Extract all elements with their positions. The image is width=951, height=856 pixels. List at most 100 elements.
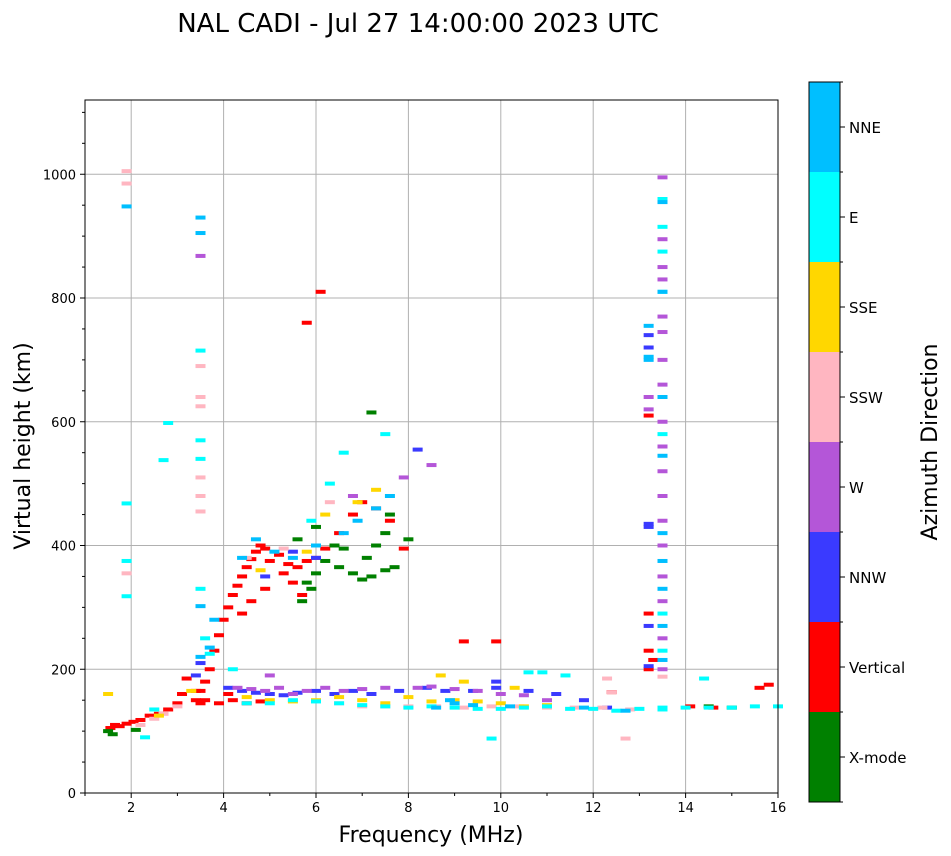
data-point-nne: [657, 395, 668, 399]
data-point-vertical: [287, 580, 298, 585]
colorbar-tick-label: E: [849, 209, 858, 227]
data-point-nnw: [643, 333, 654, 338]
data-point-e: [449, 705, 460, 710]
data-point-vertical: [458, 639, 469, 644]
chart-title: NAL CADI - Jul 27 14:00:00 2023 UTC: [177, 9, 659, 39]
data-point-e: [657, 197, 668, 201]
data-point-e: [657, 224, 668, 229]
data-point-e: [121, 501, 132, 506]
data-point-vertical: [172, 701, 183, 706]
data-point-e: [324, 481, 335, 486]
data-point-vertical: [292, 565, 303, 570]
x-tick-label: 16: [770, 801, 787, 816]
data-point-vertical: [320, 546, 331, 551]
data-point-vertical: [213, 633, 224, 638]
data-point-e: [287, 698, 298, 703]
data-point-sse: [186, 688, 197, 693]
data-point-e: [195, 586, 206, 591]
data-point-vertical: [255, 543, 266, 548]
data-point-vertical: [218, 617, 229, 622]
data-point-w: [657, 265, 668, 270]
data-point-nnw: [551, 692, 562, 696]
data-point-nne: [287, 555, 298, 560]
data-point-nne: [237, 555, 248, 560]
data-point-w: [657, 636, 668, 641]
data-point-nne: [338, 531, 349, 536]
data-point-x-mode: [130, 727, 141, 732]
colorbar-tick-label: NNE: [849, 119, 881, 137]
data-point-e: [657, 249, 668, 254]
data-point-sse: [509, 685, 520, 690]
data-point-vertical: [128, 719, 139, 724]
data-point-e: [149, 707, 160, 712]
x-tick-label: 6: [312, 801, 320, 816]
data-point-w: [657, 175, 668, 180]
data-point-nne: [657, 200, 668, 205]
data-point-vertical: [237, 574, 248, 579]
data-point-e: [726, 705, 737, 710]
data-point-w: [195, 253, 206, 258]
data-point-vertical: [264, 558, 275, 563]
data-point-vertical: [232, 583, 243, 588]
data-point-x-mode: [103, 729, 114, 734]
data-point-nnw: [491, 685, 502, 690]
data-point-e: [380, 432, 391, 437]
data-point-vertical: [754, 685, 765, 690]
data-point-sse: [103, 692, 114, 696]
data-point-x-mode: [320, 558, 331, 563]
data-point-e: [657, 648, 668, 653]
data-point-nne: [311, 543, 321, 548]
data-point-w: [657, 237, 668, 242]
data-point-nnw: [491, 679, 502, 684]
data-point-e: [703, 705, 714, 710]
data-point-nne: [449, 701, 460, 706]
data-point-ssw: [278, 546, 289, 551]
data-point-nne: [643, 323, 654, 328]
data-point-nne: [209, 617, 220, 622]
data-point-w: [657, 419, 668, 424]
data-point-nne: [195, 215, 206, 220]
data-point-e: [163, 420, 174, 425]
data-point-e: [542, 704, 552, 709]
axes-layer: 2 4 6 8 10 12 14 16 0 200 400 600 800 1000: [43, 111, 787, 816]
data-point-vertical: [121, 721, 132, 726]
data-point-ssw: [324, 500, 335, 505]
data-point-nne: [578, 705, 589, 710]
data-point-vertical: [384, 518, 395, 523]
data-point-nne: [384, 494, 395, 498]
data-point-nne: [657, 623, 668, 628]
data-point-nnw: [264, 692, 275, 696]
data-point-vertical: [278, 571, 289, 576]
data-point-x-mode: [292, 537, 303, 542]
data-point-e: [657, 707, 668, 712]
data-point-vertical: [763, 682, 774, 687]
data-point-nne: [250, 537, 261, 542]
data-point-ssw: [195, 364, 206, 369]
data-point-e: [537, 670, 548, 675]
y-tick-label: 200: [51, 663, 76, 678]
data-point-x-mode: [311, 524, 321, 529]
y-tick-label: 400: [51, 540, 76, 555]
data-point-ssw: [597, 705, 608, 710]
x-tick-label: 10: [493, 801, 510, 816]
data-point-e: [195, 456, 206, 461]
data-point-vertical: [250, 549, 261, 554]
x-axis-label: Frequency (MHz): [339, 823, 524, 848]
data-point-w: [542, 698, 552, 703]
data-point-vertical: [648, 657, 659, 662]
data-point-nnw: [578, 698, 589, 703]
data-point-e: [518, 705, 529, 710]
data-point-ssw: [195, 475, 206, 480]
data-point-e: [588, 706, 599, 711]
colorbar-segment: [809, 352, 840, 442]
data-point-nnw: [643, 664, 654, 669]
data-point-nnw: [643, 521, 654, 526]
data-point-e: [657, 432, 668, 437]
data-point-sse: [264, 698, 275, 703]
data-point-nne: [431, 705, 442, 710]
data-point-w: [657, 277, 668, 282]
data-point-w: [398, 475, 409, 480]
data-point-vertical: [195, 701, 206, 706]
data-point-nnw: [523, 688, 534, 693]
x-tick-label: 14: [677, 801, 694, 816]
